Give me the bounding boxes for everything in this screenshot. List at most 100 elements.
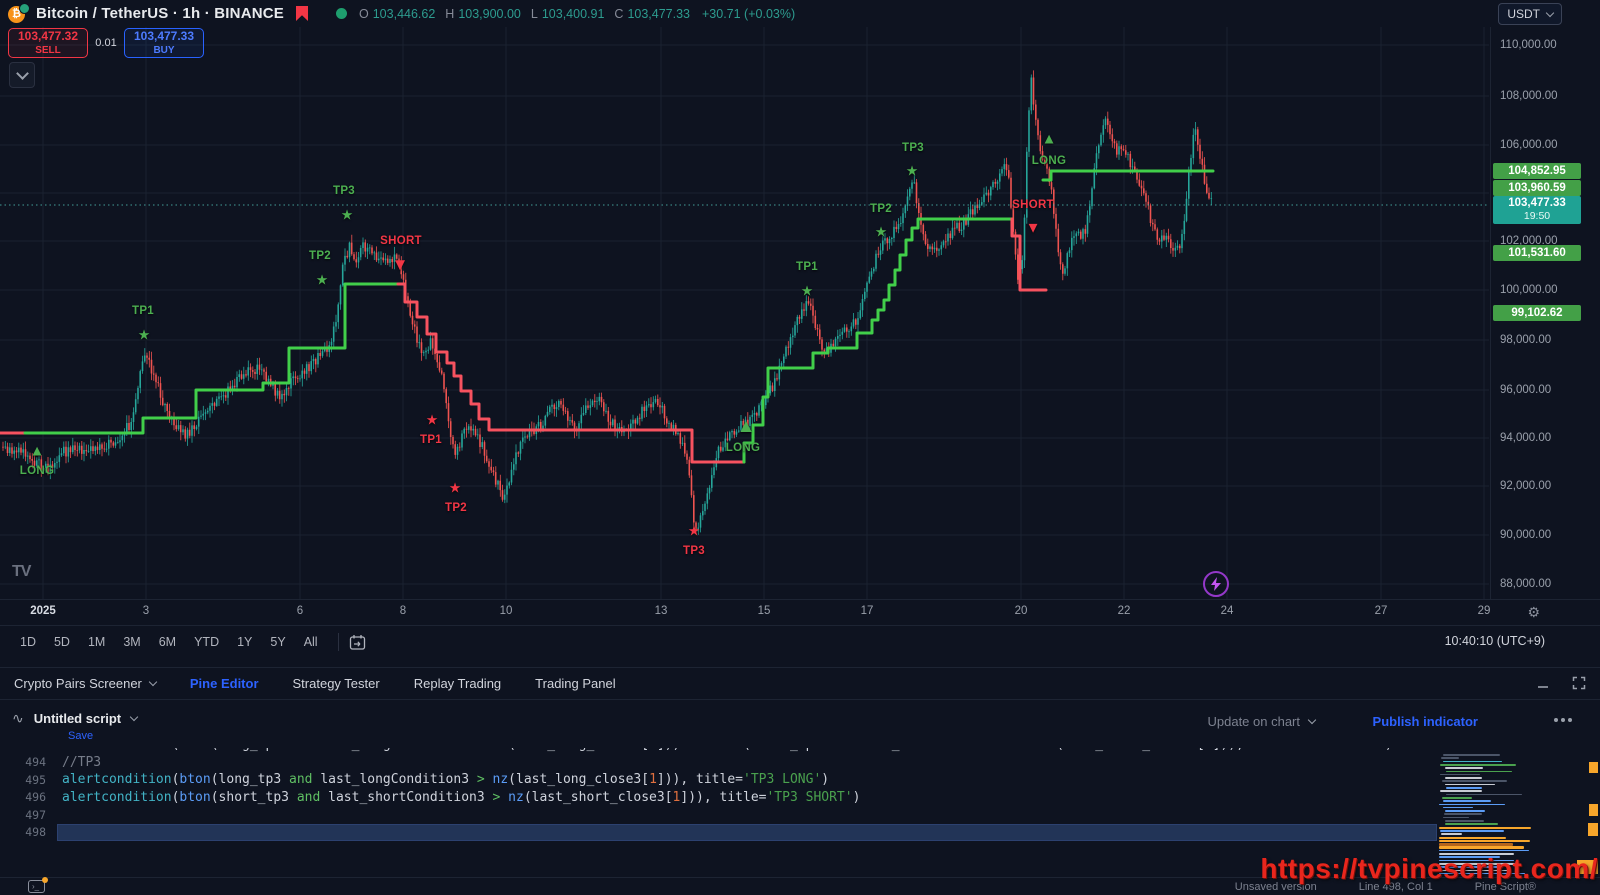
line-number: 498 (25, 825, 46, 840)
minimap-line (1440, 833, 1462, 835)
time-axis[interactable]: ⚙ 2025 3 6 8 10 13 15 17 20 22 24 27 29 (0, 599, 1600, 626)
code-line-497: 497 (0, 806, 1437, 824)
minimap-line (1439, 859, 1514, 862)
close-label: C (614, 6, 624, 21)
range-button-all[interactable]: All (303, 635, 318, 649)
range-button-6m[interactable]: 6M (158, 635, 177, 649)
price-axis[interactable]: 110,000.00 108,000.00 106,000.00 102,000.00… (1490, 27, 1600, 599)
bottom-panel-tabs: Crypto Pairs Screener Pine Editor Strategy… (0, 667, 1600, 700)
divider (337, 633, 339, 651)
minimap-line (1441, 796, 1473, 799)
code-text: alertcondition(bton(long_tp3 and last_lo… (62, 772, 830, 788)
chevron-down-icon[interactable] (129, 712, 139, 722)
lightning-bolt-icon (1211, 577, 1221, 591)
code-line-495: 495 alertcondition(bton(long_tp3 and last… (0, 771, 1437, 789)
high-value: 103,900.00 (458, 6, 521, 21)
range-buttons: 1D 5D 1M 3M 6M YTD 1Y 5Y All (12, 631, 328, 653)
buy-price: 103,477.33 (133, 29, 195, 44)
price-axis-label: 102,000.00 (1500, 235, 1558, 247)
buy-button[interactable]: 103,477.33 BUY (124, 28, 204, 58)
line-number: 494 (25, 755, 46, 770)
status-items: Unsaved version Line 498, Col 1 Pine Scrip… (1235, 881, 1536, 893)
symbol-title[interactable]: Bitcoin / TetherUS · 1h · BINANCE (36, 5, 284, 22)
range-button-5y[interactable]: 5Y (270, 635, 286, 649)
minimap-line (1439, 872, 1526, 875)
currency-label: USDT (1507, 7, 1540, 21)
time-axis-label: 3 (142, 605, 150, 617)
minimap-line (1439, 773, 1481, 776)
time-axis-label: 8 (399, 605, 407, 617)
tab-replay-trading[interactable]: Replay Trading (414, 676, 501, 691)
price-axis-label: 88,000.00 (1500, 578, 1552, 590)
script-title[interactable]: Untitled script (33, 711, 122, 726)
sell-label: SELL (35, 44, 61, 56)
editor-minimap[interactable] (1437, 752, 1533, 875)
currency-selector-button[interactable]: USDT (1498, 3, 1562, 25)
flag-icon[interactable] (296, 6, 308, 21)
minimap-line (1443, 806, 1474, 809)
low-label: L (530, 6, 538, 21)
code-text: alertcondition(bton(long_tp2 and last_lo… (62, 748, 1393, 752)
range-button-1d[interactable]: 1D (20, 635, 36, 649)
time-axis-label: 10 (499, 605, 513, 617)
range-toolbar: 1D 5D 1M 3M 6M YTD 1Y 5Y All 10:40:10 (UTC+9) (0, 625, 1600, 658)
bar-countdown: 19:50 (1523, 210, 1551, 222)
time-axis-label: 2025 (30, 605, 56, 617)
indicator-price-badge: 104,852.95 (1493, 163, 1581, 179)
publish-indicator-button[interactable]: Publish indicator (1372, 714, 1478, 729)
change-value: +30.71 (+0.03%) (702, 6, 796, 21)
tab-crypto-pairs-screener[interactable]: Crypto Pairs Screener (14, 676, 158, 691)
tab-trading-panel[interactable]: Trading Panel (535, 676, 615, 691)
minimap-line (1439, 836, 1506, 840)
price-axis-label: 92,000.00 (1500, 480, 1552, 492)
line-number: 497 (25, 807, 46, 822)
minimap-line (1439, 849, 1530, 852)
minimap-line (1443, 813, 1482, 816)
sell-button[interactable]: 103,477.32 SELL (8, 28, 88, 58)
pine-code-editor[interactable]: alertcondition(bton(long_tp2 and last_lo… (0, 748, 1600, 877)
minimap-line (1445, 820, 1485, 822)
range-button-ytd[interactable]: YTD (194, 635, 220, 649)
high-label: H (445, 6, 455, 21)
code-line-498: 498 (0, 824, 1437, 842)
minimap-line (1439, 869, 1509, 872)
line-number: 495 (25, 772, 46, 787)
status-item: Pine Script® (1474, 881, 1536, 893)
range-button-5d[interactable]: 5D (53, 635, 70, 649)
indicator-price-badge: 101,531.60 (1493, 245, 1581, 261)
gear-icon[interactable]: ⚙ (1527, 604, 1540, 620)
minimize-icon[interactable] (1536, 676, 1550, 690)
open-value: 103,446.62 (372, 6, 436, 21)
minimap-line (1446, 770, 1513, 773)
time-axis-label: 15 (757, 605, 771, 617)
range-button-1m[interactable]: 1M (87, 635, 106, 649)
quick-alert-lightning-icon[interactable] (1203, 571, 1229, 597)
code-text: //TP3 (62, 754, 102, 770)
code-line-clipped: alertcondition(bton(long_tp2 and last_lo… (0, 748, 1437, 754)
range-button-3m[interactable]: 3M (123, 635, 141, 649)
minimap-line (1442, 760, 1503, 763)
maximize-icon[interactable] (1572, 676, 1586, 690)
current-line-highlight[interactable] (57, 823, 1437, 841)
chevron-down-icon (15, 67, 29, 80)
clock-timezone[interactable]: 10:40:10 (UTC+9) (1444, 634, 1545, 648)
go-to-date-calendar-icon[interactable] (349, 634, 366, 651)
close-value: 103,477.33 (627, 6, 690, 21)
minimap-line (1445, 777, 1482, 779)
collapse-panel-button[interactable] (9, 62, 35, 88)
more-options-button[interactable] (1554, 718, 1572, 722)
minimap-line (1439, 846, 1525, 849)
update-on-chart-label: Update on chart (1207, 714, 1300, 729)
range-button-1y[interactable]: 1Y (237, 635, 253, 649)
update-on-chart-button[interactable]: Update on chart (1207, 714, 1317, 729)
save-button[interactable]: Save (68, 730, 94, 742)
connection-status-icon (336, 8, 347, 19)
tab-pine-editor[interactable]: Pine Editor (190, 676, 259, 691)
minimap-line (1444, 767, 1484, 769)
console-icon[interactable]: ›_ (28, 880, 45, 893)
price-axis-label: 108,000.00 (1500, 90, 1558, 102)
tab-strategy-tester[interactable]: Strategy Tester (293, 676, 380, 691)
tradingview-logo[interactable]: TV (12, 563, 31, 580)
pine-editor-header: ∿ Untitled script Save Update on chart P… (0, 700, 1600, 748)
